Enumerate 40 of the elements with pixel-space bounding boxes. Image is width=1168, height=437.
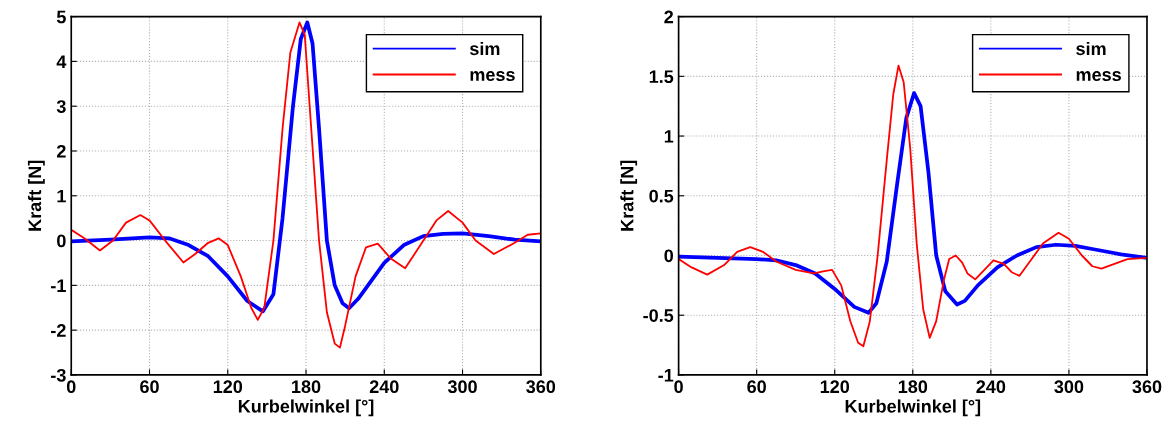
y-tick-label: 1 (664, 130, 674, 143)
x-tick-label: 360 (1132, 380, 1162, 394)
x-tick-label: 120 (213, 380, 243, 394)
x-tick-label: 300 (1054, 380, 1084, 394)
x-tick-label: 180 (292, 380, 321, 394)
legend-label: mess (470, 71, 515, 82)
y-tick-label: 0.5 (649, 189, 674, 203)
x-tick-label: 0 (674, 380, 683, 394)
line-series (678, 91, 1147, 315)
x-tick-label: 120 (820, 380, 850, 394)
x-tick-label: 300 (447, 380, 477, 394)
x-tick-label: 60 (747, 380, 766, 394)
y-tick-label: -0.5 (643, 309, 674, 322)
y-tick-label: 2 (664, 10, 674, 24)
legend-label: mess (1076, 71, 1121, 82)
y-tick-label: -3 (51, 368, 66, 382)
legend-label: sim (469, 41, 500, 56)
y-tick-label: 4 (56, 55, 67, 68)
y-tick-label: 1.5 (649, 70, 674, 84)
x-tick-label: 240 (976, 380, 1006, 394)
x-tick-label: 240 (369, 380, 399, 394)
y-axis-title: Kraft [N] (27, 160, 45, 231)
y-tick-label: 1 (57, 189, 66, 203)
x-tick-label: 360 (526, 380, 556, 394)
line-series (678, 64, 1147, 348)
y-tick-label: -1 (51, 279, 66, 292)
y-axis-title: Kraft [N] (620, 160, 638, 231)
y-tick-label: -2 (51, 324, 66, 337)
x-axis-title: Kurbelwinkel [°] (845, 399, 981, 417)
y-tick-label: 3 (56, 100, 66, 113)
y-tick-label: 0 (57, 234, 66, 248)
y-tick-label: 5 (56, 10, 66, 24)
x-tick-label: 180 (898, 380, 928, 394)
legend-label: sim (1076, 41, 1106, 56)
x-axis-title: Kurbelwinkel [°] (238, 399, 374, 417)
x-tick-label: 0 (66, 380, 76, 394)
y-tick-label: -1 (658, 369, 674, 382)
y-tick-label: 0 (664, 249, 674, 263)
x-tick-label: 60 (140, 380, 159, 394)
y-tick-label: 2 (56, 144, 66, 158)
